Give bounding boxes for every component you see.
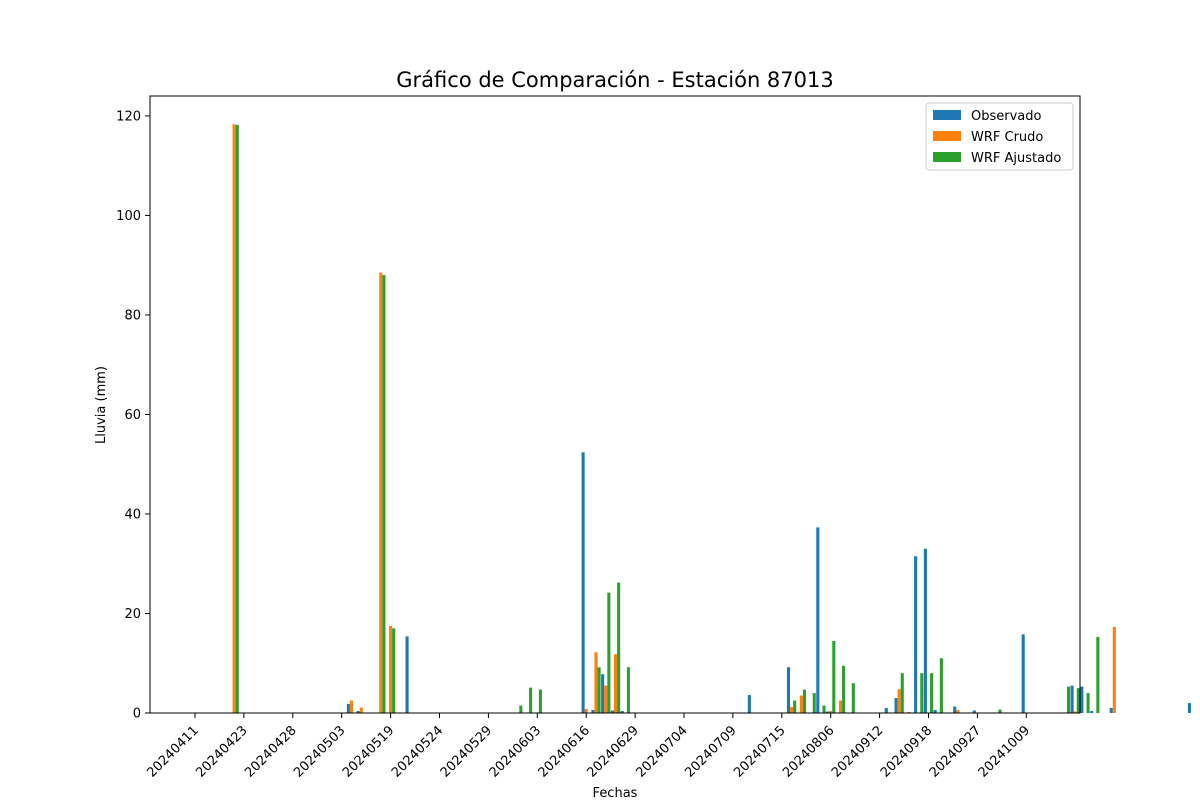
bar-observado-71 [884,708,888,713]
bar-observado-17 [356,711,360,713]
bar-wrf-ajustado-44 [626,667,630,713]
bar-observado-72 [894,698,898,713]
plot-frame [149,95,1081,714]
bar-wrf-ajustado-33 [519,705,523,713]
legend-label: Observado [971,109,1042,124]
bar-observado-16 [346,704,350,713]
bar-observado-43 [610,710,614,713]
bar-wrf-ajustado-91 [1086,693,1090,713]
legend-label: WRF Crudo [971,130,1043,145]
bar-wrf-crudo-42 [604,685,608,713]
bar-observado-92 [1090,711,1094,713]
bar-wrf-crudo-61 [790,707,794,713]
y-tick-label: 20 [124,607,141,622]
y-tick-label: 40 [124,507,141,522]
bar-observado-85 [1021,634,1025,713]
bar-wrf-ajustado-72 [900,673,904,713]
y-axis-label: Lluvia (mm) [94,366,109,444]
legend-label: WRF Ajustado [971,151,1061,166]
bar-wrf-crudo-40 [584,709,588,713]
legend-swatch [933,152,961,162]
bar-observado-91 [1080,686,1084,713]
bar-observado-65 [826,711,830,713]
bar-wrf-ajustado-65 [832,640,836,713]
bar-wrf-ajustado-20 [392,628,396,713]
bar-wrf-ajustado-67 [851,683,855,713]
x-axis-label: Fechas [593,786,638,800]
bar-wrf-crudo-17 [359,707,363,713]
y-axis: 0 20 40 60 80 100 120 [116,109,150,722]
bar-wrf-ajustado-82 [998,709,1002,713]
y-tick-label: 80 [124,308,141,323]
bar-wrf-crudo-65 [829,711,833,713]
bar-wrf-crudo-72 [897,689,901,713]
bar-wrf-ajustado-43 [617,582,621,713]
bar-wrf-ajustado-4 [235,124,239,714]
bar-wrf-ajustado-92 [1096,636,1100,713]
bar-wrf-crudo-78 [956,710,960,713]
bar-observado-40 [581,452,585,713]
bar-wrf-ajustado-61 [793,700,797,713]
bar-wrf-ajustado-64 [822,705,826,713]
bar-observado-78 [953,706,957,713]
bar-wrf-ajustado-74 [920,673,924,713]
bar-wrf-crudo-43 [613,654,618,713]
bar-observado-44 [620,711,624,713]
bar-observado-64 [816,527,820,713]
legend-swatch [933,131,961,141]
bar-observado-74 [914,556,918,713]
bar-observado-75 [923,548,927,713]
bar-wrf-crudo-62 [799,695,803,713]
bar-observado-42 [601,674,605,713]
bar-wrf-ajustado-41 [597,667,601,713]
bar-observado-41 [591,710,595,713]
bar-wrf-ajustado-76 [939,658,943,713]
bar-wrf-crudo-66 [838,700,843,713]
bar-wrf-ajustado-63 [812,693,816,713]
bar-wrf-ajustado-34 [529,687,533,713]
chart-title: Gráfico de Comparación - Estación 87013 [396,68,833,92]
bar-observado-76 [933,710,937,713]
legend: Observado WRF Crudo WRF Ajustado [925,102,1074,171]
bar-wrf-ajustado-19 [382,275,386,713]
bar-observado-102 [1187,703,1192,713]
bar-wrf-ajustado-35 [538,689,542,713]
legend-swatch [933,110,961,120]
y-tick-label: 60 [124,408,141,423]
bar-wrf-ajustado-66 [842,665,846,713]
bar-wrf-crudo-16 [349,700,354,713]
bar-wrf-crudo-20 [389,625,393,713]
y-tick-label: 100 [116,209,141,224]
bar-wrf-ajustado-42 [607,592,611,713]
bar-observado-57 [747,695,751,713]
bar-observado-80 [972,710,976,713]
bar-observado-94 [1109,708,1113,713]
bar-observado-61 [786,667,791,713]
bar-wrf-crudo-19 [379,272,383,713]
bar-wrf-crudo-90 [1073,711,1077,713]
bar-wrf-ajustado-75 [930,673,934,713]
bar-wrf-ajustado-89 [1066,686,1071,713]
bar-observado-22 [405,636,409,713]
bar-wrf-crudo-41 [594,652,598,713]
bar-observado-90 [1070,685,1074,713]
legend-box [925,102,1074,171]
y-tick-label: 120 [116,109,141,124]
bar-wrf-ajustado-62 [802,689,807,713]
bar-wrf-crudo-94 [1112,626,1116,713]
bar-wrf-ajustado-90 [1076,688,1080,713]
bars-group [232,124,1192,714]
bar-wrf-crudo-4 [232,124,236,714]
y-tick-label: 0 [133,707,141,722]
